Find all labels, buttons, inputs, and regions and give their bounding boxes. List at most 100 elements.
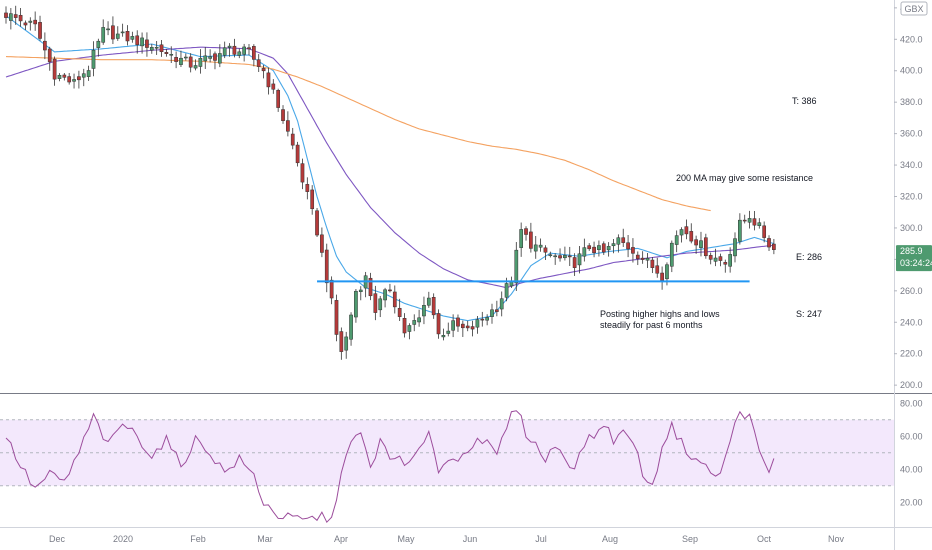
candle [4, 6, 8, 24]
candle [140, 32, 144, 54]
candle [125, 25, 130, 46]
candle [388, 283, 392, 293]
candle [417, 309, 421, 327]
candle [538, 238, 543, 252]
candle [354, 289, 358, 323]
candle [111, 16, 115, 45]
candle [587, 243, 592, 251]
time-tick-label: Oct [757, 534, 772, 544]
candle [38, 15, 42, 41]
candle [757, 218, 762, 229]
price-tick-label: 400.0 [900, 66, 923, 76]
candle [747, 210, 752, 229]
candle [23, 20, 28, 30]
candle [91, 41, 96, 77]
candle [368, 272, 373, 301]
candle [475, 315, 480, 334]
price-tag-box [896, 245, 932, 272]
candle [577, 245, 582, 274]
time-tick-label: May [397, 534, 415, 544]
candle [470, 320, 475, 337]
candle [597, 240, 601, 257]
trend-note-line-2: steadily for past 6 months [600, 320, 703, 330]
candle [18, 8, 23, 27]
currency-badge[interactable]: GBX [904, 4, 923, 14]
candle [169, 46, 174, 64]
candle [441, 328, 446, 341]
candle [349, 312, 353, 346]
candle [28, 17, 33, 31]
candle [115, 26, 120, 41]
candle [67, 72, 72, 85]
candle [742, 214, 747, 224]
candle [334, 294, 339, 342]
candle [529, 222, 533, 253]
currency-badge-box[interactable] [900, 1, 928, 16]
candle [320, 227, 324, 258]
candle [183, 53, 188, 61]
candle [402, 313, 407, 338]
candle [582, 238, 587, 262]
candle [616, 234, 621, 253]
candle [669, 240, 674, 273]
candle [762, 221, 767, 243]
candle [13, 5, 18, 25]
candle [266, 67, 271, 95]
candle [242, 43, 246, 62]
candle [713, 248, 718, 267]
candle [703, 233, 708, 259]
candle [490, 303, 494, 324]
candle [558, 248, 562, 262]
candle [252, 44, 256, 67]
candle [72, 73, 76, 89]
candle [261, 65, 266, 79]
candle [77, 70, 81, 89]
stop-label: S: 247 [796, 309, 822, 319]
price-tag-value: 285.9 [900, 246, 923, 256]
candle [738, 213, 742, 245]
time-tick-label: Jun [463, 534, 478, 544]
candle [436, 309, 441, 339]
candle [203, 47, 208, 69]
rsi-layer [5, 410, 775, 524]
candle [611, 239, 616, 254]
time-tick-label: Feb [190, 534, 206, 544]
candle [480, 311, 485, 327]
entry-label: E: 286 [796, 252, 822, 262]
price-tick-label: 320.0 [900, 192, 923, 202]
candle [446, 322, 451, 337]
candle [52, 56, 57, 86]
candle [674, 230, 679, 253]
rsi-tick-label: 80.00 [900, 398, 923, 408]
moving-average-line [5, 15, 775, 322]
candle [310, 185, 315, 215]
time-tick-label: Aug [602, 534, 618, 544]
candle [213, 51, 217, 70]
candle [383, 287, 387, 308]
candle [81, 68, 86, 87]
candle [154, 41, 159, 55]
candle [684, 219, 689, 240]
candle [179, 50, 183, 68]
candle [426, 291, 431, 308]
candle [451, 314, 455, 338]
candle [694, 235, 698, 254]
candle [567, 246, 572, 266]
time-tick-label: Sep [682, 534, 698, 544]
price-tick-label: 260.0 [900, 286, 923, 296]
axis-layer: 200.0220.0240.0260.0280.0300.0320.0340.0… [49, 3, 923, 544]
candle [723, 259, 728, 273]
candle [271, 79, 276, 94]
rsi-tick-label: 20.00 [900, 497, 923, 507]
candle [358, 286, 363, 301]
price-tick-label: 300.0 [900, 223, 923, 233]
candle [47, 46, 52, 71]
candle [592, 241, 596, 258]
candle [728, 247, 732, 273]
candle [524, 226, 528, 241]
candle [635, 251, 640, 266]
candle [563, 246, 567, 261]
candlestick-layer [4, 5, 776, 360]
candle [130, 31, 135, 43]
